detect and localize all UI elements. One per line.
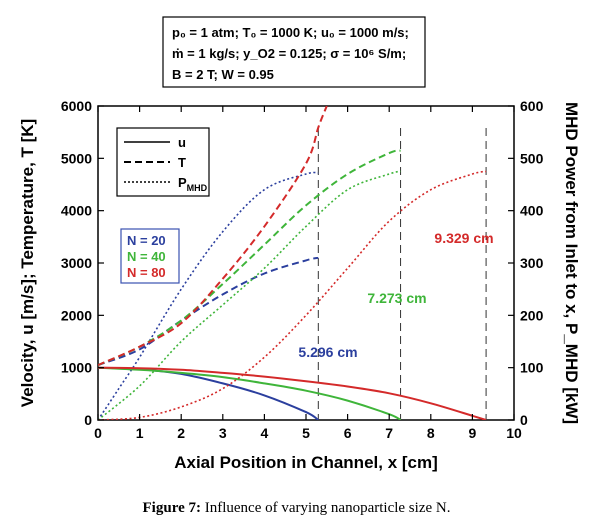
- y-right-axis-title: MHD Power from Inlet to x, P_MHD [kW]: [562, 102, 581, 424]
- legend-groups: N = 20 N = 40 N = 80: [120, 228, 180, 284]
- y-left-tick-label: 6000: [61, 98, 92, 114]
- x-tick-label: 8: [427, 425, 435, 441]
- x-tick-label: 2: [177, 425, 185, 441]
- x-tick-label: 10: [506, 425, 522, 441]
- condition-line-1: p₀ = 1 atm; T₀ = 1000 K; u₀ = 1000 m/s;: [172, 25, 409, 40]
- y-right-tick-label: 400: [520, 203, 544, 219]
- y-left-tick-label: 5000: [61, 150, 92, 166]
- series-P-n20: [98, 171, 319, 420]
- channel-end-markers: [317, 128, 487, 420]
- y-right-tick-label: 0: [520, 412, 528, 428]
- legend-styles: u T PMHD: [116, 127, 210, 197]
- legend-P: PMHD: [178, 175, 208, 193]
- condition-line-2: ṁ = 1 kg/s; y_O2 = 0.125; σ = 10⁶ S/m;: [172, 46, 406, 61]
- x-tick-label: 5: [302, 425, 310, 441]
- y-left-tick-label: 4000: [61, 203, 92, 219]
- annotation-n80-end: 9.329 cm: [434, 230, 493, 246]
- x-tick-label: 1: [136, 425, 144, 441]
- figure-caption: Figure 7: Influence of varying nanoparti…: [0, 500, 593, 517]
- x-tick-label: 6: [344, 425, 352, 441]
- caption-text: Influence of varying nanoparticle size N…: [204, 500, 451, 516]
- y-right-tick-label: 600: [520, 98, 544, 114]
- x-tick-label: 9: [469, 425, 477, 441]
- annotation-n40-end: 7.273 cm: [367, 290, 426, 306]
- x-tick-label: 0: [94, 425, 102, 441]
- annotation-n20-end: 5.296 cm: [298, 344, 357, 360]
- legend-n80: N = 80: [127, 265, 166, 280]
- x-axis-title: Axial Position in Channel, x [cm]: [174, 453, 438, 472]
- series-P-n80: [98, 170, 487, 420]
- conditions-box: p₀ = 1 atm; T₀ = 1000 K; u₀ = 1000 m/s; …: [162, 16, 426, 88]
- legend-u: u: [178, 135, 186, 150]
- series-u-n40: [98, 366, 402, 420]
- series-u-n80: [98, 366, 487, 420]
- series-T-n80: [98, 106, 328, 367]
- y-right-tick-label: 500: [520, 150, 544, 166]
- series-P-n40: [98, 170, 401, 420]
- caption-label: Figure 7:: [142, 500, 201, 516]
- x-tick-label: 3: [219, 425, 227, 441]
- chart: p₀ = 1 atm; T₀ = 1000 K; u₀ = 1000 m/s; …: [18, 16, 581, 472]
- y-left-tick-label: 1000: [61, 360, 92, 376]
- y-left-tick-label: 2000: [61, 307, 92, 323]
- x-tick-label: 4: [261, 425, 269, 441]
- legend-n20: N = 20: [127, 233, 166, 248]
- y-left-tick-label: 0: [84, 412, 92, 428]
- legend-T: T: [178, 155, 186, 170]
- series-group: [98, 106, 487, 420]
- x-tick-label: 7: [385, 425, 393, 441]
- series-T-n20: [98, 256, 319, 367]
- tick-group: 0 1 2 3 4 5 6 7 8 9 100100020003000400050006000010…: [61, 98, 544, 441]
- y-left-tick-label: 3000: [61, 255, 92, 271]
- y-right-tick-label: 100: [520, 360, 544, 376]
- condition-line-3: B = 2 T; W = 0.95: [172, 67, 274, 82]
- y-left-axis-title: Velocity, u [m/s]; Temperature, T [K]: [18, 119, 37, 407]
- y-right-tick-label: 200: [520, 307, 544, 323]
- legend-n40: N = 40: [127, 249, 166, 264]
- y-right-tick-label: 300: [520, 255, 544, 271]
